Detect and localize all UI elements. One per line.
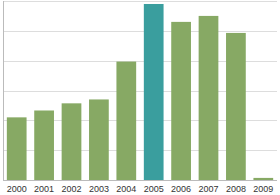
bars (7, 4, 273, 180)
bar (34, 110, 54, 180)
bar (89, 99, 109, 180)
x-tick-label: 2009 (253, 184, 273, 194)
bar (253, 178, 273, 180)
bar (7, 117, 27, 180)
bar (199, 16, 219, 180)
grid-line (3, 180, 277, 181)
bar (62, 103, 82, 180)
x-tick-label: 2007 (198, 184, 218, 194)
chart: 2000 2001 2002 2003 2004 2005 2006 2007 2008 2009 (0, 0, 280, 195)
x-axis (3, 180, 277, 181)
x-tick-label: 2004 (116, 184, 136, 194)
y-axis (3, 1, 4, 180)
x-tick-label: 2008 (226, 184, 246, 194)
x-tick-label: 2000 (7, 184, 27, 194)
bar (144, 4, 164, 180)
grid-line (3, 1, 277, 2)
bar (171, 22, 191, 180)
x-tick-label: 2006 (171, 184, 191, 194)
x-tick-label: 2002 (61, 184, 81, 194)
x-tick-label: 2003 (89, 184, 109, 194)
x-tick-label: 2001 (34, 184, 54, 194)
grid-line (3, 31, 277, 32)
bar (116, 62, 136, 180)
x-tick-label: 2005 (144, 184, 164, 194)
bar (226, 33, 246, 180)
